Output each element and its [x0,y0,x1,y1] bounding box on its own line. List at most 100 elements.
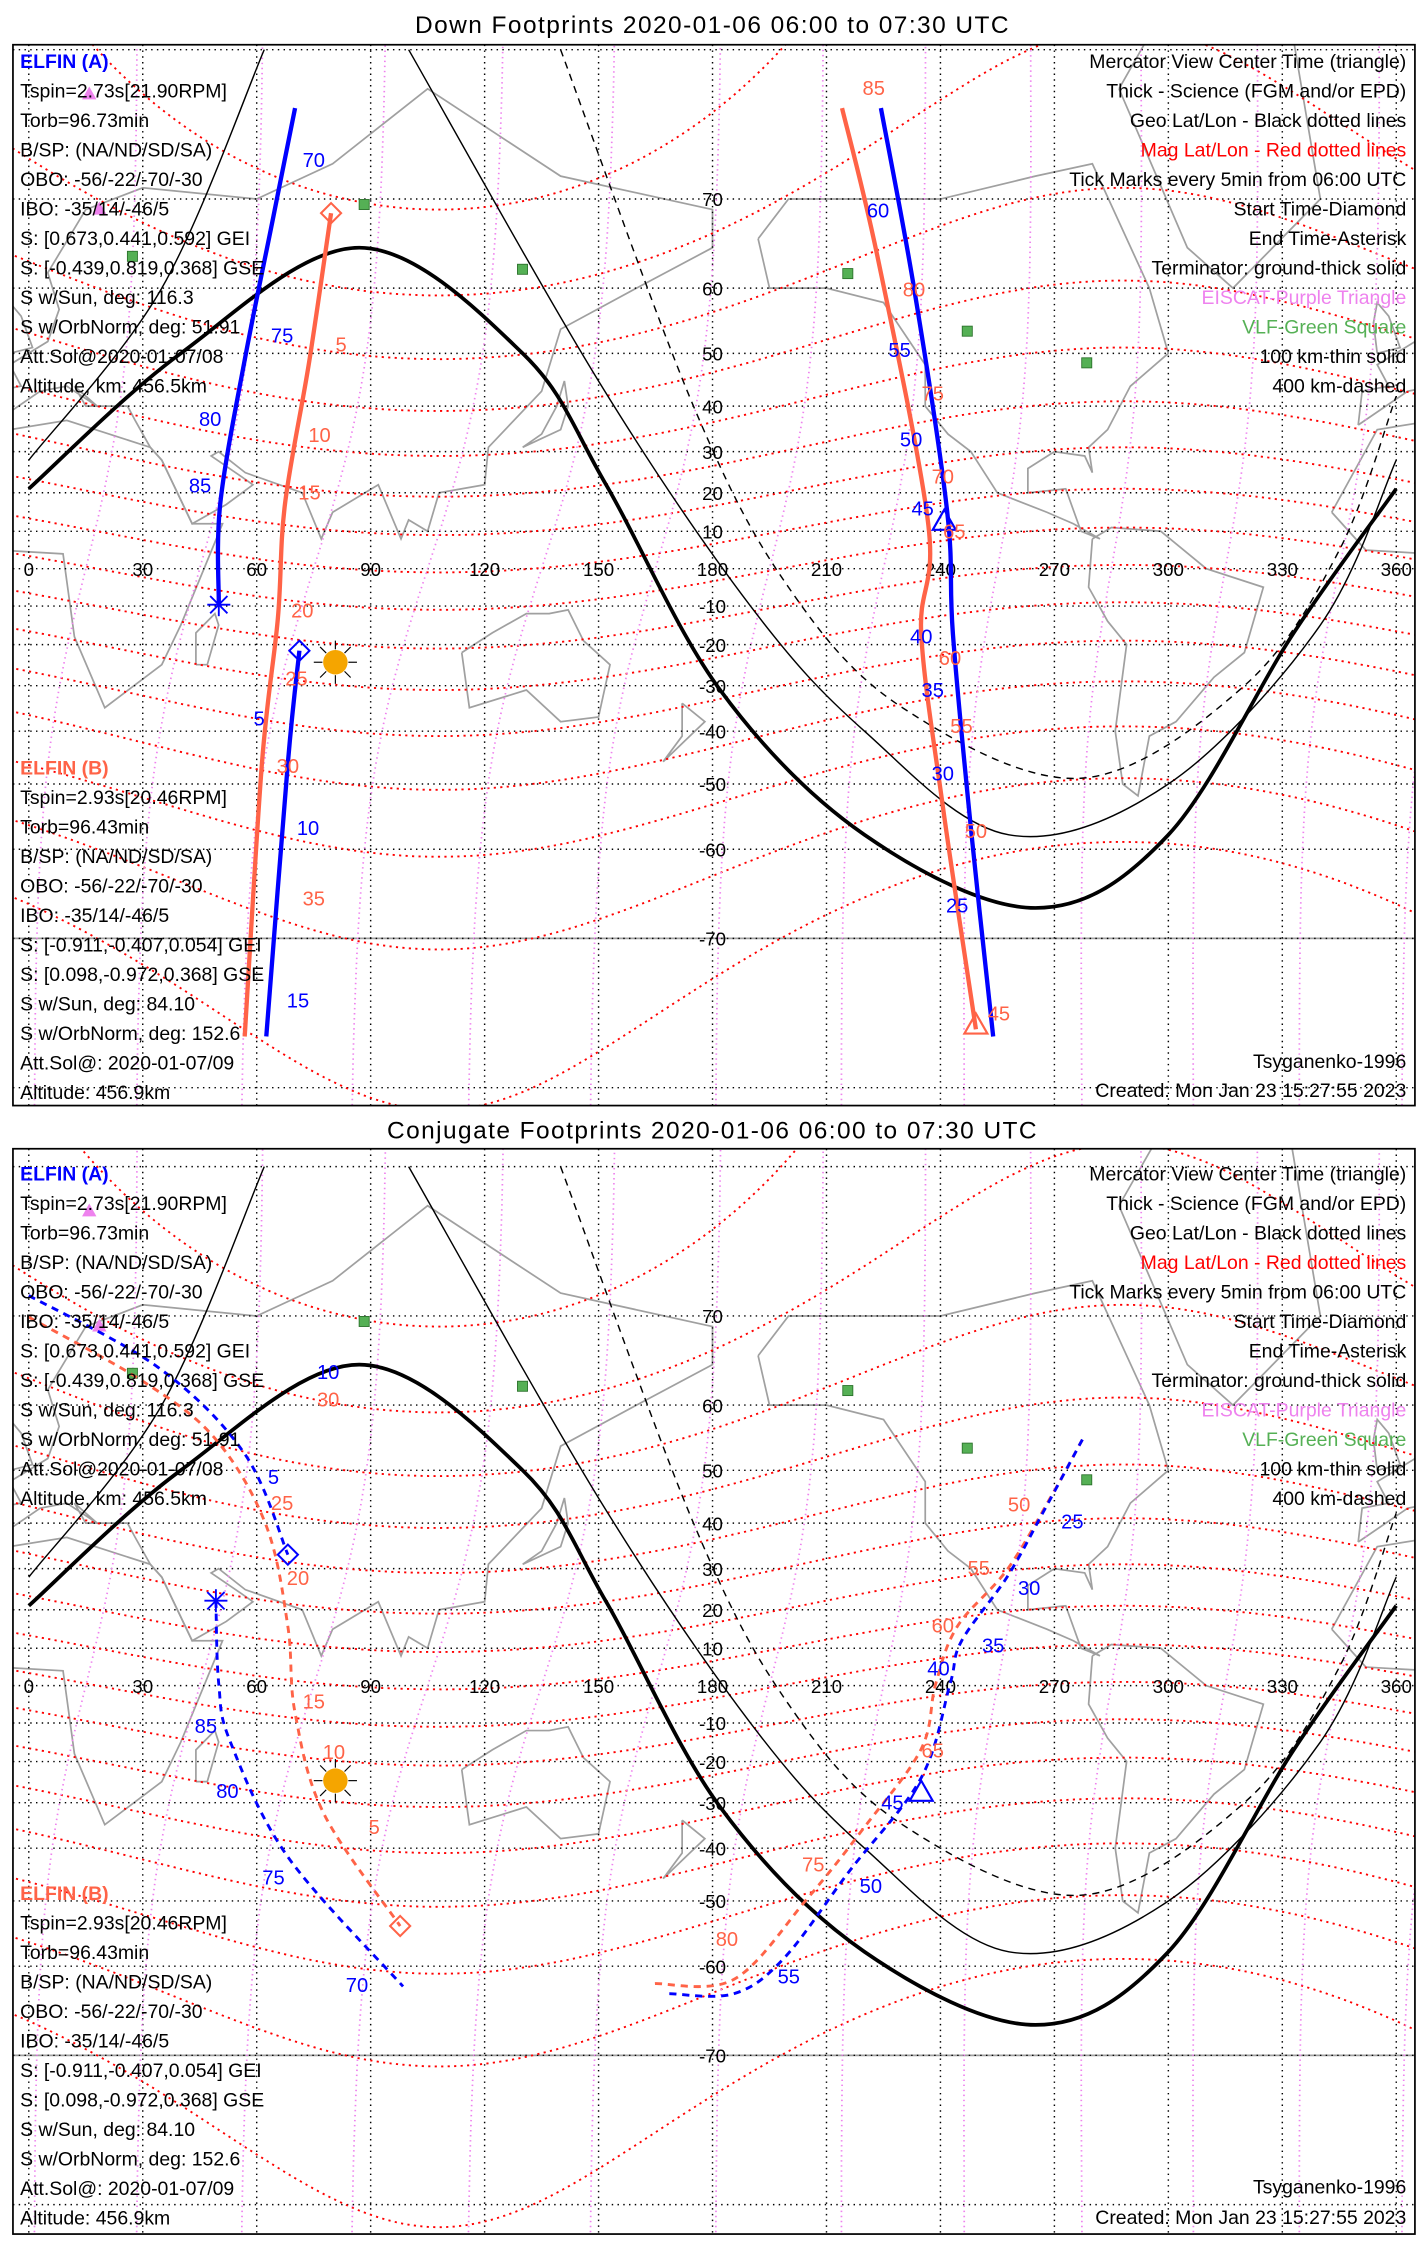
mag-lat-line [12,1396,1415,1529]
mag-lat-line [12,1756,1415,1855]
track-tick-label: 45 [881,1792,903,1814]
legend-item: End Time-Asterisk [1249,1340,1407,1362]
terminators [27,1166,1398,2027]
start-time-diamond-icon [388,1914,412,1938]
elfin-b-param: S: [-0.911,-0.407,0.054] GEI [20,935,261,957]
lon-label: 150 [583,559,614,580]
terminator-100km [28,49,265,461]
terminator-400km [559,1166,1397,1897]
elfin-a-param: IBO: -35/14/-46/5 [20,1311,169,1333]
track-tick-label: 75 [922,383,944,405]
lat-label: -50 [699,774,726,795]
coastline-australia [460,1725,611,1840]
track-tick-label: 75 [271,326,293,348]
lon-label: 360 [1381,559,1412,580]
mag-lon-line [714,1148,825,2235]
lon-label: 0 [24,1676,34,1697]
track-tick-label: 85 [195,1716,217,1738]
mag-lon-line [840,44,927,1106]
lat-label: -50 [699,1891,726,1912]
lat-label: -20 [699,1752,726,1773]
eiscat-station-triangle [92,201,107,215]
sun-icon [313,640,357,684]
track-tick-label: 85 [189,475,211,497]
track-tick-label: 20 [291,601,313,623]
elfin-a-param: OBO: -56/-22/-70/-30 [20,1281,203,1303]
coastline-eurasia [12,1204,714,1659]
track-tick-label: 50 [900,429,922,451]
lon-label: 0 [24,559,34,580]
track-tick-label: 25 [1061,1512,1083,1534]
vlf-station-square [517,263,528,275]
track-tick-label: 5 [369,1817,380,1839]
mag-lat-line [12,840,1415,1106]
end-time-asterisk-icon [207,593,231,617]
elfin-a-param: Torb=96.73min [20,110,149,132]
track-tick-label: 60 [867,200,889,222]
track-tick-label: 15 [303,1692,325,1714]
created-timestamp: Created: Mon Jan 23 15:27:55 2023 [1095,2207,1406,2229]
mag-lat-lines [12,1148,1415,2229]
vlf-station-square [842,268,854,280]
coastline-madagascar [195,1728,220,1783]
elfin-b-info: ELFIN (B) Tspin=2.93s[20.46RPM] Torb=96.43… [20,1883,264,2230]
legend-item: VLF-Green Square [1242,1429,1406,1451]
lat-label: -10 [699,596,726,617]
lat-label: 20 [702,1600,723,1621]
elfin-b-param: Altitude: 456.9km [20,2208,170,2230]
legend-item: Mag Lat/Lon - Red dotted lines [1141,139,1407,161]
footprint-tracks: 10 5 85 80 75 70 30 25 20 15 10 5 80 75 65 60 55 50 55 50 45… [28,1294,1084,1998]
asterisk-stroke [206,1591,226,1611]
elfin-a-param: S w/OrbNorm, deg: 51.91 [20,1429,240,1451]
elfin-a-param: S: [0.673,0.441,0.592] GEI [20,1340,250,1362]
legend-item: Mercator View Center Time (triangle) [1089,51,1406,73]
track-tick-label: 20 [287,1568,309,1590]
lon-label: 90 [360,559,381,580]
lon-label: 180 [697,1676,728,1697]
lon-label: 30 [132,1676,153,1697]
mag-lon-line [351,44,504,1106]
legend-item: Geo Lat/Lon - Black dotted lines [1130,1222,1407,1244]
mag-lat-line [12,1517,1415,1615]
elfin-a-track-west [215,107,298,605]
track-tick-label: 80 [903,280,925,302]
elfin-b-param: S: [0.098,-0.972,0.368] GSE [20,2090,264,2112]
lat-label: 10 [702,1638,723,1659]
elfin-b-param: Torb=96.43min [20,1942,149,1964]
center-time-triangle-icon [930,507,958,531]
vlf-station-square [1081,1474,1093,1486]
mag-lon-line [351,1148,504,2235]
lat-label: -40 [699,1838,726,1859]
vlf-station-square [517,1380,528,1392]
model-label: Tsyganenko-1996 [1253,1051,1406,1073]
mag-lon-line [467,44,616,1106]
lon-label: 330 [1267,559,1298,580]
legend-item: 100 km-thin solid [1259,1458,1406,1480]
legend: Mercator View Center Time (triangle) Thic… [1069,51,1406,398]
legend-item: Mercator View Center Time (triangle) [1089,1163,1406,1185]
lat-label: 30 [702,1559,723,1580]
elfin-a-param: S w/OrbNorm, deg: 51.91 [20,316,240,338]
elfin-b-track-west [28,1315,402,1927]
elfin-a-info: ELFIN (A) Tspin=2.73s[21.90RPM] Torb=96.73… [20,51,264,398]
track-tick-label: 45 [988,1004,1010,1026]
mag-lon-line [840,1148,927,2235]
track-tick-label: 10 [308,425,330,447]
track-tick-label: 10 [297,818,319,840]
lon-label: 270 [1039,559,1070,580]
lat-label: 20 [702,483,723,504]
lat-label: 10 [702,522,723,543]
track-tick-label: 40 [927,1659,949,1681]
mag-lat-line [12,186,1415,361]
elfin-a-param: Tspin=2.73s[21.90RPM] [20,80,227,102]
elfin-a-track-west-2 [264,650,302,1037]
track-tick-label: 50 [1008,1494,1030,1516]
mag-lat-line [12,1303,1415,1478]
geo-graticule [12,44,1415,1106]
mag-lat-line [12,279,1415,412]
panel-frame [12,1147,1416,2235]
mag-lat-line [12,777,1415,951]
sun-disk [323,650,348,675]
panel-title: Conjugate Footprints 2020-01-06 06:00 to… [387,1118,1038,1145]
track-tick-label: 35 [922,680,944,702]
